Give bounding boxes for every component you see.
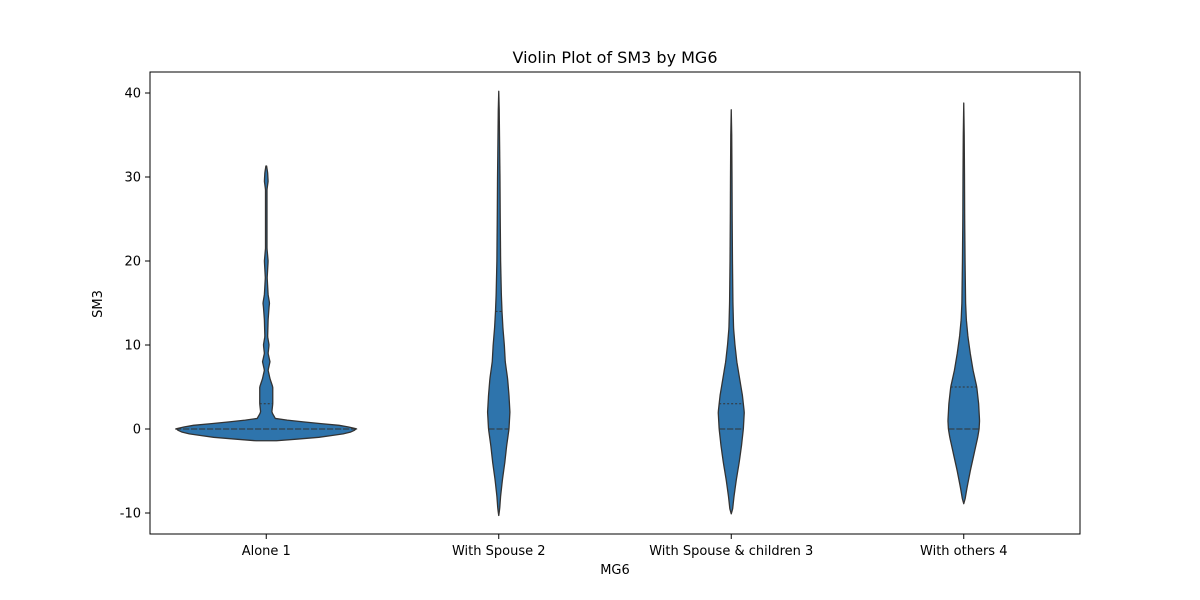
y-tick-label: 30 (124, 171, 141, 186)
y-tick-label: 20 (124, 255, 141, 270)
violin-body (175, 165, 357, 442)
x-tick-label: Alone 1 (242, 544, 291, 559)
y-axis-label: SM3 (91, 290, 106, 318)
violin-body (947, 102, 981, 505)
plot-area: -10 0 10 20 30 40 Alone 1 With Spouse 2 With Spo… (120, 87, 1008, 560)
violin-body (717, 109, 745, 515)
y-tick-label: 10 (124, 339, 141, 354)
y-tick-label: 0 (133, 423, 141, 438)
x-axis-label: MG6 (600, 563, 630, 578)
plot-frame (149, 71, 1081, 535)
x-tick-label: With Spouse & children 3 (649, 544, 813, 559)
y-tick-label: 40 (124, 87, 141, 102)
x-tick-label: With Spouse 2 (452, 544, 546, 559)
chart-title: Violin Plot of SM3 by MG6 (512, 48, 717, 67)
violin-body (486, 90, 511, 517)
x-tick-label: With others 4 (920, 544, 1007, 559)
y-tick-label: -10 (120, 507, 141, 522)
